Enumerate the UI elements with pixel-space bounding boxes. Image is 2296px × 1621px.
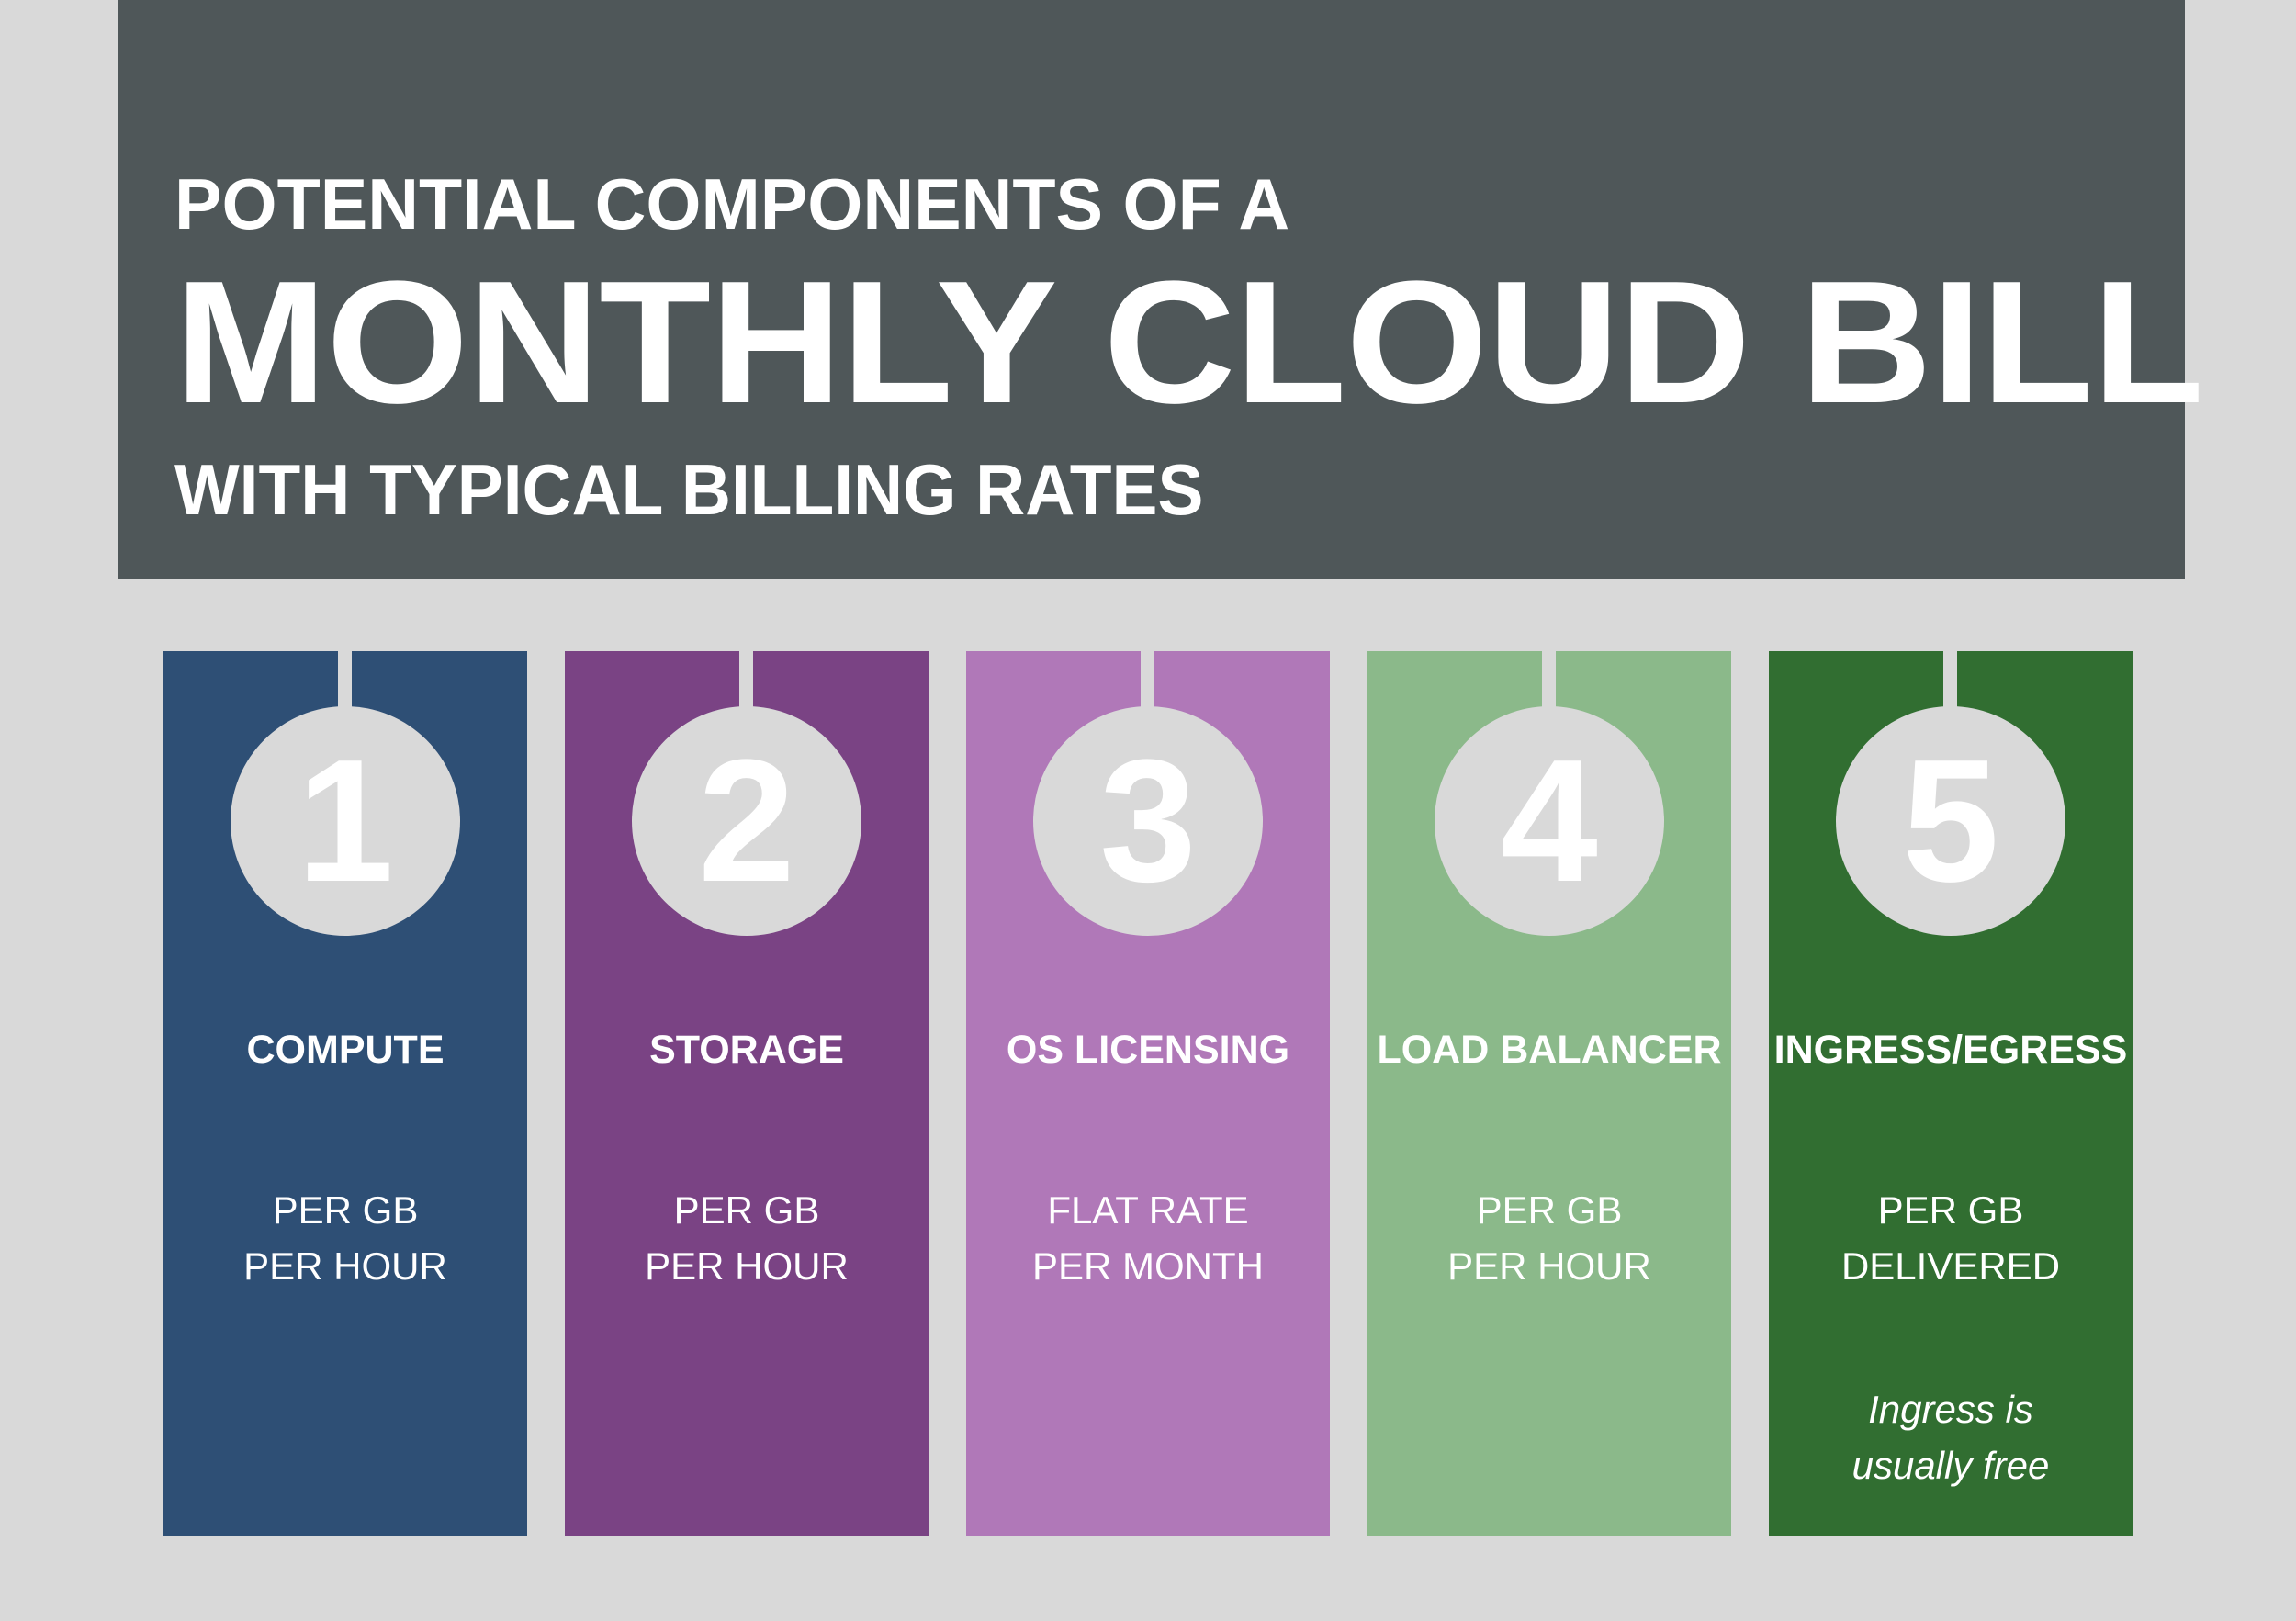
number-badge: 3 [1033,706,1263,936]
hanger-connector [739,651,753,715]
footnote: Ingress is usually free [1769,1381,2133,1493]
component-title: LOAD BALANCER [1377,1028,1722,1072]
billing-rate-line: PER HOUR [243,1244,447,1288]
billing-rate-line: PER GB [673,1188,820,1232]
component-card-load-balancer: 4 LOAD BALANCER PER GB PER HOUR [1367,651,1731,1536]
billing-rate: PER GB PER HOUR [163,1182,527,1294]
billing-rate-line: PER MONTH [1032,1244,1264,1288]
title-subtitle: WITH TYPICAL BILLING RATES [174,449,1204,530]
step-number: 5 [1902,724,1999,918]
number-badge: 4 [1435,706,1664,936]
hanger-connector [1542,651,1556,715]
billing-rate-line: PER GB [1877,1188,2024,1232]
step-number: 1 [297,724,394,918]
billing-rate-line: FLAT RATE [1047,1188,1249,1232]
billing-rate: PER GB PER HOUR [1367,1182,1731,1294]
billing-rate-line: PER HOUR [645,1244,849,1288]
component-title: INGRESS/EGRESS [1773,1028,2128,1072]
step-number: 2 [698,724,795,918]
billing-rate: PER GB PER HOUR [565,1182,929,1294]
component-card-storage: 2 STORAGE PER GB PER HOUR [565,651,929,1536]
hanger-connector [1141,651,1154,715]
component-title: OS LICENSING [1006,1028,1290,1072]
component-card-ingress-egress: 5 INGRESS/EGRESS PER GB DELIVERED Ingres… [1769,651,2133,1536]
component-title: STORAGE [649,1028,844,1072]
component-card-compute: 1 COMPUTE PER GB PER HOUR [163,651,527,1536]
number-badge: 5 [1836,706,2065,936]
hanger-connector [338,651,352,715]
billing-rate-line: DELIVERED [1840,1244,2061,1288]
number-badge: 2 [632,706,861,936]
billing-rate-line: PER GB [1476,1188,1623,1232]
billing-rate: FLAT RATE PER MONTH [966,1182,1330,1294]
step-number: 4 [1501,724,1598,918]
component-card-os-licensing: 3 OS LICENSING FLAT RATE PER MONTH [966,651,1330,1536]
step-number: 3 [1099,724,1197,918]
title-kicker: POTENTIAL COMPONENTS OF A [174,163,1290,244]
number-badge: 1 [231,706,460,936]
hanger-connector [1943,651,1957,715]
component-title: COMPUTE [246,1028,445,1072]
page-title: MONTHLY CLOUD BILL [174,245,2204,440]
footnote-line: Ingress is [1868,1388,2033,1431]
title-banner: POTENTIAL COMPONENTS OF A MONTHLY CLOUD … [118,0,2204,579]
billing-rate-line: PER HOUR [1447,1244,1651,1288]
billing-rate-line: PER GB [272,1188,419,1232]
footnote-line: usually free [1851,1444,2050,1487]
billing-rate: PER GB DELIVERED [1769,1182,2133,1294]
